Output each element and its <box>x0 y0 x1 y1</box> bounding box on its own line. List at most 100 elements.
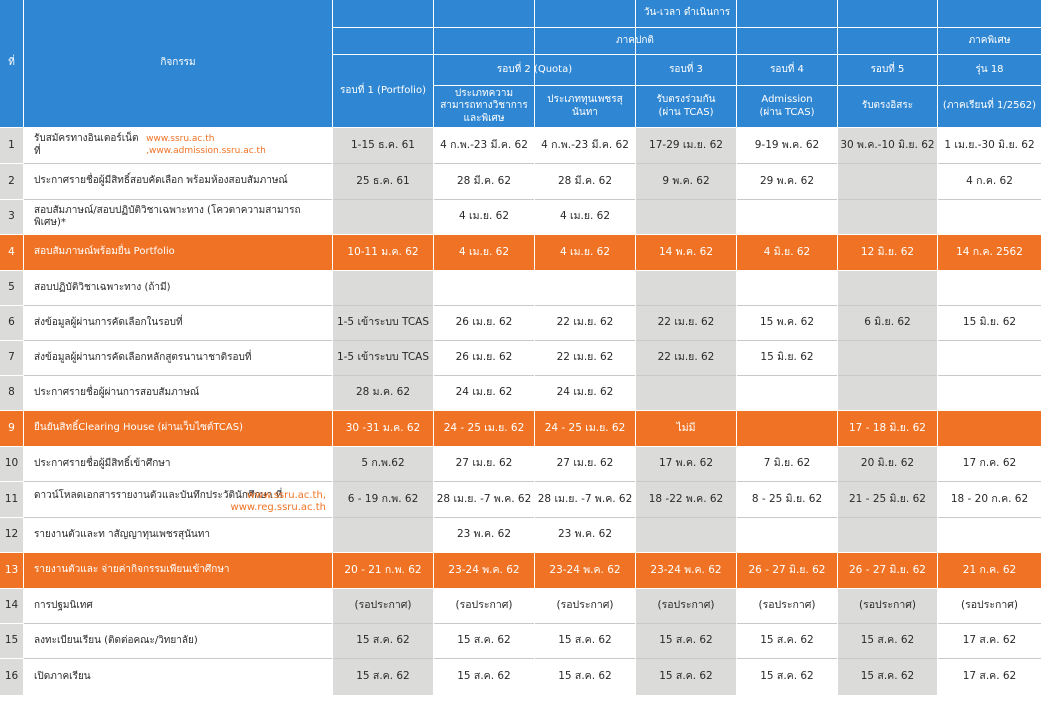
row-number: 13 <box>0 553 23 588</box>
activity-text: เปิดภาคเรียน <box>34 670 91 682</box>
activity-cell: ประกาศรายชื่อผู้มีสิทธิ์เข้าศึกษา <box>24 447 332 481</box>
date-cell-r1: (รอประกาศ) <box>333 589 433 623</box>
activity-text: สอบปฏิบัติวิชาเฉพาะทาง (ถ้ามี) <box>34 281 171 293</box>
activity-link[interactable]: www.ssru.ac.th, www.reg.ssru.ac.th <box>230 490 326 513</box>
header-round2-scholarship: ประเภททุนเพชรสุนันทา <box>535 86 635 127</box>
row-number: 12 <box>0 518 23 552</box>
date-cell-r2a: 24 เม.ย. 62 <box>455 386 513 399</box>
date-cell-r3: 22 เม.ย. 62 <box>636 341 736 375</box>
date-cell-r2b: 22 เม.ย. 62 <box>556 316 614 329</box>
header-datetime: วัน-เวลา ดำเนินการ <box>333 0 1041 27</box>
date-cell-sp: 14 ก.ค. 2562 <box>938 235 1041 270</box>
activity-cell: สอบสัมภาษณ์/สอบปฏิบัติวิชาเฉพาะทาง (โควต… <box>24 200 332 234</box>
activity-cell: การปฐมนิเทศ <box>24 589 332 623</box>
column-gutter <box>534 0 535 695</box>
row-number: 2 <box>0 164 23 199</box>
date-cell-r4 <box>737 411 837 446</box>
date-cell-r3: 15 ส.ค. 62 <box>636 659 736 695</box>
date-cell-sp: 1 เม.ย.-30 มิ.ย. 62 <box>944 138 1035 151</box>
date-cell-sp: 21 ก.ค. 62 <box>938 553 1041 588</box>
date-cell-r4: 15 ส.ค. 62 <box>760 634 814 647</box>
date-cell-r5 <box>838 518 937 552</box>
date-cell-r5: 26 - 27 มิ.ย. 62 <box>838 553 937 588</box>
date-cell-r1: 6 - 19 ก.พ. 62 <box>333 482 433 517</box>
activity-cell: สอบปฏิบัติวิชาเฉพาะทาง (ถ้ามี) <box>24 271 332 305</box>
row-divider <box>24 481 1041 482</box>
date-cell-r3: 18 -22 พ.ค. 62 <box>636 482 736 517</box>
activity-text: สอบสัมภาษณ์พร้อมยื่น Portfolio <box>34 246 175 258</box>
activity-link[interactable]: www.ssru.ac.th ,www.admission.ssru.ac.th <box>146 134 266 156</box>
date-cell-r1 <box>333 518 433 552</box>
activity-text: รับสมัครทางอินเตอร์เน็ตที่ <box>34 133 139 157</box>
row-number: 14 <box>0 589 23 623</box>
date-cell-sp <box>938 518 1041 552</box>
date-cell-r1: 28 ม.ค. 62 <box>333 376 433 410</box>
column-gutter <box>433 0 434 695</box>
date-cell-r5 <box>838 376 937 410</box>
date-cell-r1 <box>333 200 433 234</box>
row-divider <box>24 305 1041 306</box>
row-number: 16 <box>0 659 23 695</box>
date-cell-sp: 17 ก.ค. 62 <box>962 457 1017 470</box>
date-cell-r5 <box>838 271 937 305</box>
date-cell-r3 <box>636 518 736 552</box>
row-number: 5 <box>0 271 23 305</box>
date-cell-r4: (รอประกาศ) <box>758 599 816 612</box>
activity-text: รายงานตัวและท าสัญญาทุนเพชรสุนันทา <box>34 528 210 540</box>
date-cell-r2b: 15 ส.ค. 62 <box>558 670 612 683</box>
column-gutter <box>937 0 938 695</box>
date-cell-r2b: 28 มี.ค. 62 <box>557 174 613 187</box>
date-cell-r2a: 23 พ.ค. 62 <box>456 528 512 541</box>
date-cell-r2a: 28 มี.ค. 62 <box>456 174 512 187</box>
date-cell-r2a: 26 เม.ย. 62 <box>455 351 513 364</box>
date-cell-sp: 17 ส.ค. 62 <box>962 670 1017 683</box>
activity-text: ส่งข้อมูลผู้ผ่านการคัดเลือกหลักสูตรนานาช… <box>34 351 252 363</box>
activity-text: ประกาศรายชื่อผู้มีสิทธิ์เข้าศึกษา <box>34 457 171 469</box>
date-cell-r5 <box>838 341 937 375</box>
date-cell-r2b: 4 เม.ย. 62 <box>559 210 611 223</box>
date-cell-r4: 4 มิ.ย. 62 <box>737 235 837 270</box>
date-cell-r5: 30 พ.ค.-10 มิ.ย. 62 <box>838 128 937 163</box>
activity-cell: ลงทะเบียนเรียน (ติดต่อคณะ/วิทยาลัย) <box>24 624 332 658</box>
date-cell-r2a: 4 เม.ย. 62 <box>434 235 534 270</box>
date-cell-sp <box>938 341 1041 375</box>
date-cell-r3: 9 พ.ค. 62 <box>636 164 736 199</box>
date-cell-r2b: 22 เม.ย. 62 <box>556 351 614 364</box>
date-cell-r4 <box>737 200 837 234</box>
date-cell-r2b: (รอประกาศ) <box>556 599 614 612</box>
date-cell-r1: 10-11 ม.ค. 62 <box>333 235 433 270</box>
date-cell-r1: 25 ธ.ค. 61 <box>333 164 433 199</box>
date-cell-r4 <box>737 376 837 410</box>
activity-cell: สอบสัมภาษณ์พร้อมยื่น Portfolio <box>24 235 332 270</box>
date-cell-r3: 17-29 เม.ย. 62 <box>636 128 736 163</box>
row-number: 3 <box>0 200 23 234</box>
date-cell-sp: 17 ส.ค. 62 <box>962 634 1017 647</box>
date-cell-r4: 8 - 25 มิ.ย. 62 <box>751 492 823 505</box>
date-cell-r3 <box>636 200 736 234</box>
date-cell-r5: 17 - 18 มิ.ย. 62 <box>838 411 937 446</box>
row-divider <box>24 199 1041 200</box>
row-divider <box>24 623 1041 624</box>
header-round1: รอบที่ 1 (Portfolio) <box>333 55 433 127</box>
date-cell-r2b: 28 เม.ย. -7 พ.ค. 62 <box>537 492 633 505</box>
row-divider <box>24 658 1041 659</box>
activity-text: ลงทะเบียนเรียน (ติดต่อคณะ/วิทยาลัย) <box>34 634 198 646</box>
date-cell-sp <box>938 411 1041 446</box>
activity-cell: รับสมัครทางอินเตอร์เน็ตที่ www.ssru.ac.th… <box>24 128 332 163</box>
date-cell-r4 <box>737 271 837 305</box>
date-cell-r1 <box>333 271 433 305</box>
date-cell-r2b: 15 ส.ค. 62 <box>558 634 612 647</box>
date-cell-r4: 15 ส.ค. 62 <box>760 670 814 683</box>
activity-cell: ประกาศรายชื่อผู้ผ่านการสอบสัมภาษณ์ <box>24 376 332 410</box>
activity-text: ยืนยันสิทธิ์Clearing House (ผ่านเว็บไซต์… <box>34 422 243 434</box>
date-cell-r5: 21 - 25 มิ.ย. 62 <box>838 482 937 517</box>
date-cell-r2a: 24 - 25 เม.ย. 62 <box>434 411 534 446</box>
activity-text: การปฐมนิเทศ <box>34 599 93 611</box>
date-cell-r5 <box>838 200 937 234</box>
header-round4-sub: Admission (ผ่าน TCAS) <box>737 86 837 127</box>
date-cell-r4: 15 พ.ค. 62 <box>759 316 815 329</box>
date-cell-r2a: 15 ส.ค. 62 <box>457 634 511 647</box>
activity-cell: ยืนยันสิทธิ์Clearing House (ผ่านเว็บไซต์… <box>24 411 332 446</box>
date-cell-r3: ไม่มี <box>636 411 736 446</box>
